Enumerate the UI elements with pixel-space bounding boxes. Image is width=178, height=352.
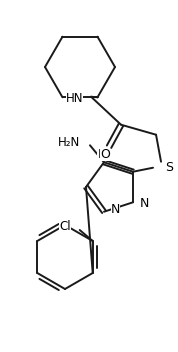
Text: H₂N: H₂N bbox=[58, 136, 80, 149]
Text: S: S bbox=[165, 161, 173, 174]
Text: HN: HN bbox=[66, 92, 83, 105]
Text: N: N bbox=[111, 203, 120, 216]
Text: N: N bbox=[140, 197, 149, 210]
Text: Cl: Cl bbox=[59, 220, 71, 233]
Text: N: N bbox=[97, 148, 107, 161]
Text: O: O bbox=[100, 148, 110, 161]
